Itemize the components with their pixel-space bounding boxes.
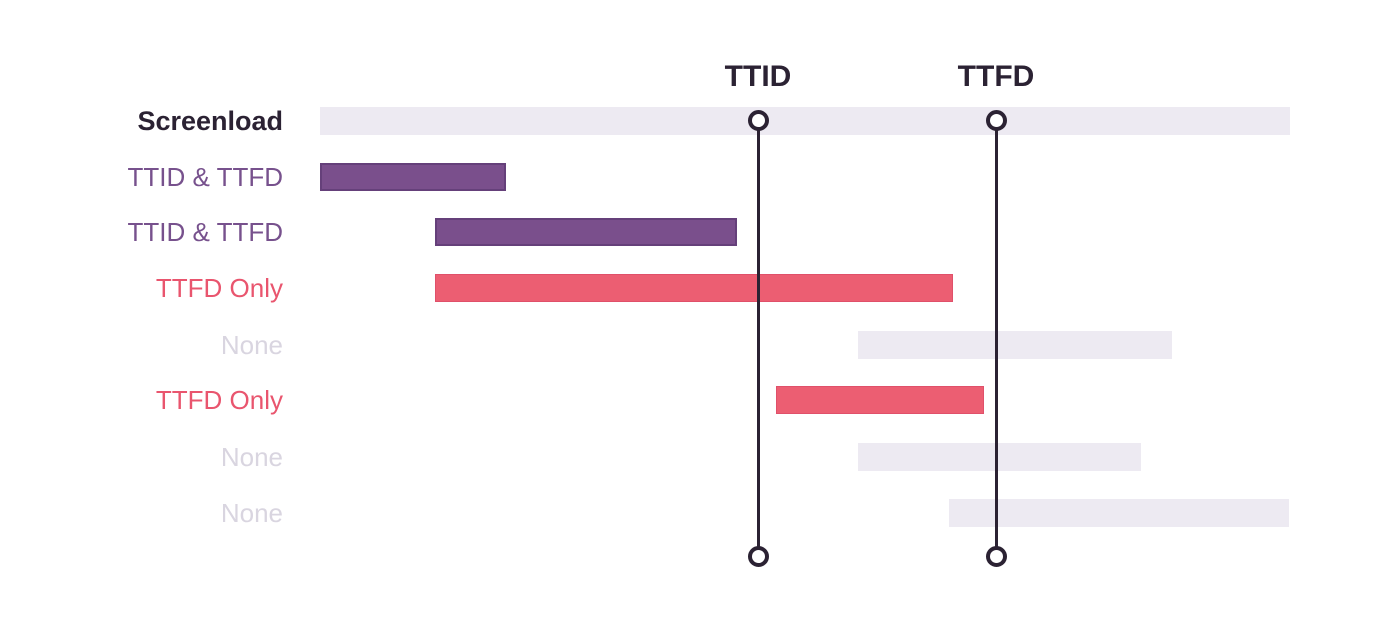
span-bar-red-3 <box>435 274 953 302</box>
ttfd-bottom-circle <box>985 545 1007 567</box>
ttfd-line <box>994 120 998 556</box>
span-bar-purple-1 <box>320 163 506 191</box>
row-label-red-3: TTFD Only <box>155 273 283 303</box>
ttid-line <box>756 120 760 556</box>
row-label-screenload-0: Screenload <box>137 106 283 136</box>
span-bar-red-5 <box>776 386 984 414</box>
ttid-bottom-circle <box>747 545 769 567</box>
row-label-none-7: None <box>220 498 283 528</box>
row-label-none-6: None <box>220 442 283 472</box>
ttfd-top-circle <box>985 109 1007 131</box>
row-label-purple-1: TTID & TTFD <box>127 162 283 192</box>
ttid-top-circle <box>747 109 769 131</box>
ttfd-label: TTFD <box>957 60 1035 93</box>
ttid-label: TTID <box>724 60 792 93</box>
span-bar-light-6 <box>858 443 1141 471</box>
span-bar-purple-2 <box>435 218 737 246</box>
span-bar-light-0 <box>320 107 1290 135</box>
span-bar-light-7 <box>949 499 1289 527</box>
row-label-none-4: None <box>220 330 283 360</box>
span-bar-light-4 <box>858 331 1172 359</box>
row-label-red-5: TTFD Only <box>155 385 283 415</box>
row-label-purple-2: TTID & TTFD <box>127 217 283 247</box>
